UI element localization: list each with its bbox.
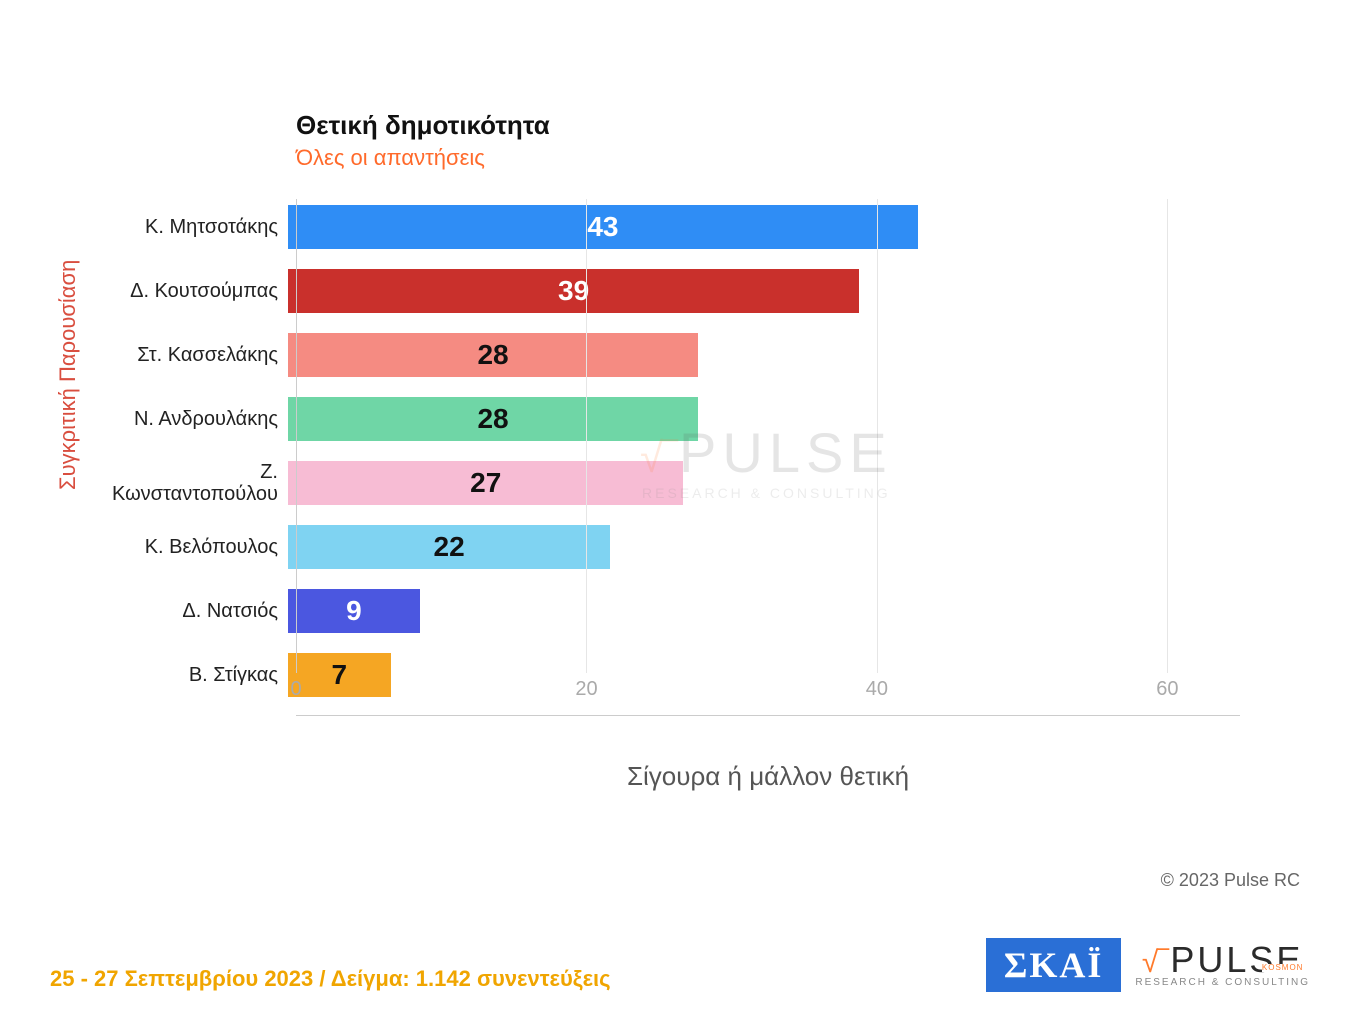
bar-label: Δ. Νατσιός (100, 600, 288, 622)
bar-label: Ν. Ανδρουλάκης (100, 408, 288, 430)
bar-row: Β. Στίγκας 7 (100, 647, 1240, 703)
bar-value: 22 (434, 531, 465, 563)
pulse-kosmon-text: KOSMON (1262, 964, 1304, 972)
bar-track: 28 (288, 333, 1240, 377)
bar-row: Κ. Βελόπουλος 22 (100, 519, 1240, 575)
bar-value: 27 (470, 467, 501, 499)
y-axis-title: Συγκριτική Παρουσίαση (55, 260, 81, 490)
bar-track: 39 (288, 269, 1240, 313)
bar-row: Ν. Ανδρουλάκης 28 (100, 391, 1240, 447)
bar-label: Στ. Κασσελάκης (100, 344, 288, 366)
bar-label: Κ. Μητσοτάκης (100, 216, 288, 238)
chart-subtitle: Όλες οι απαντήσεις (296, 145, 1240, 171)
copyright: © 2023 Pulse RC (1161, 870, 1300, 891)
pulse-wave-icon: √‾ (1142, 948, 1168, 978)
bar-track: 9 (288, 589, 1240, 633)
bar-row: Στ. Κασσελάκης 28 (100, 327, 1240, 383)
bar-value: 39 (558, 275, 589, 307)
skai-logo: ΣΚΑΪ (986, 938, 1122, 992)
footer: 25 - 27 Σεπτεμβρίου 2023 / Δείγμα: 1.142… (50, 938, 1310, 992)
plot-area: Κ. Μητσοτάκης 43 Δ. Κουτσούμπας 39 Στ. Κασσε… (100, 199, 1240, 719)
bar-row: Δ. Κουτσούμπας 39 (100, 263, 1240, 319)
bar: 22 (288, 525, 610, 569)
logo-group: ΣΚΑΪ √‾ PULSE KOSMON RESEARCH & CONSULTI… (986, 938, 1310, 992)
bar-row: Δ. Νατσιός 9 (100, 583, 1240, 639)
bar-row: Κ. Μητσοτάκης 43 (100, 199, 1240, 255)
bar: 28 (288, 333, 698, 377)
bar: 27 (288, 461, 683, 505)
bar: 39 (288, 269, 859, 313)
bar: 43 (288, 205, 918, 249)
bar-value: 7 (331, 659, 347, 691)
bar-track: 43 (288, 205, 1240, 249)
bar-track: 28 (288, 397, 1240, 441)
bar: 28 (288, 397, 698, 441)
bar: 7 (288, 653, 391, 697)
bar-track: 22 (288, 525, 1240, 569)
footer-text: 25 - 27 Σεπτεμβρίου 2023 / Δείγμα: 1.142… (50, 966, 611, 992)
bar: 9 (288, 589, 420, 633)
bar-label: Ζ. Κωνσταντοπούλου (100, 461, 288, 505)
bar-value: 43 (587, 211, 618, 243)
bar-value: 28 (477, 403, 508, 435)
bar-row: Ζ. Κωνσταντοπούλου 27 (100, 455, 1240, 511)
x-axis-title: Σίγουρα ή μάλλον θετική (296, 761, 1240, 792)
bar-track: 27 (288, 461, 1240, 505)
pulse-logo: √‾ PULSE KOSMON RESEARCH & CONSULTING (1135, 942, 1310, 988)
bar-label: Β. Στίγκας (100, 664, 288, 686)
chart-area: Θετική δημοτικότητα Όλες οι απαντήσεις Κ… (100, 110, 1240, 790)
bar-label: Κ. Βελόπουλος (100, 536, 288, 558)
bar-label: Δ. Κουτσούμπας (100, 280, 288, 302)
bar-track: 7 (288, 653, 1240, 697)
bar-value: 28 (477, 339, 508, 371)
x-axis-baseline (296, 715, 1240, 716)
pulse-logo-text: PULSE KOSMON (1170, 942, 1303, 978)
bar-value: 9 (346, 595, 362, 627)
pulse-main-text: PULSE (1170, 939, 1303, 980)
chart-title: Θετική δημοτικότητα (296, 110, 1240, 141)
